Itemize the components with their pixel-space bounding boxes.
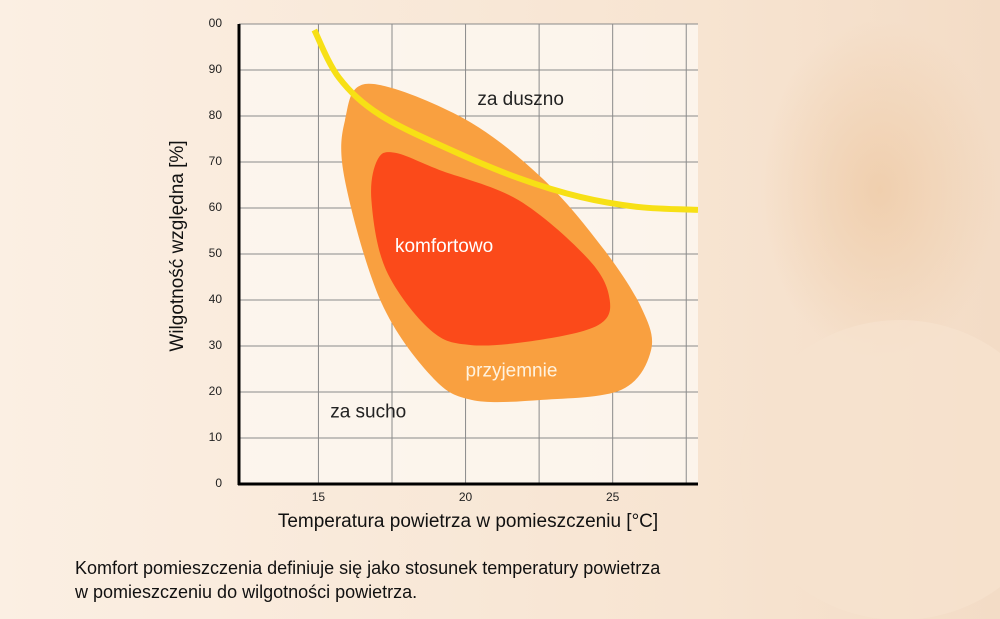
y-tick-label: 30 — [209, 338, 223, 352]
y-tick-label: 70 — [209, 154, 223, 168]
annotation: za sucho — [330, 402, 406, 423]
y-tick-label: 50 — [209, 246, 223, 260]
x-tick-label: 15 — [312, 490, 326, 504]
annotation: przyjemnie — [466, 360, 558, 381]
annotation: za duszno — [477, 89, 564, 110]
zone — [371, 152, 611, 346]
y-axis-label: Wilgotność względna [%] — [167, 140, 188, 351]
photo-body — [740, 320, 1000, 619]
y-tick-label: 60 — [209, 200, 223, 214]
annotation: komfortowo — [395, 236, 493, 257]
y-tick-label: 40 — [209, 292, 223, 306]
plot: 0 10 20 30 40 50 60 70 80 90 00 15 20 25 za duszno komf… — [209, 16, 698, 504]
photo-face — [760, 20, 1000, 360]
caption-line: Komfort pomieszczenia definiuje się jako… — [75, 558, 661, 578]
caption-line: w pomieszczeniu do wilgotności powietrza… — [74, 582, 417, 602]
x-tick-label: 20 — [459, 490, 473, 504]
x-axis-label: Temperatura powietrza w pomieszczeniu [°… — [278, 511, 658, 532]
y-tick-label: 90 — [209, 62, 223, 76]
y-tick-label: 10 — [209, 430, 223, 444]
y-tick-label: 0 — [215, 476, 222, 490]
limit-curve — [311, 28, 698, 213]
y-tick-label: 20 — [209, 384, 223, 398]
y-tick-label: 80 — [209, 108, 223, 122]
x-tick-label: 25 — [606, 490, 620, 504]
y-tick-label: 00 — [209, 16, 223, 30]
